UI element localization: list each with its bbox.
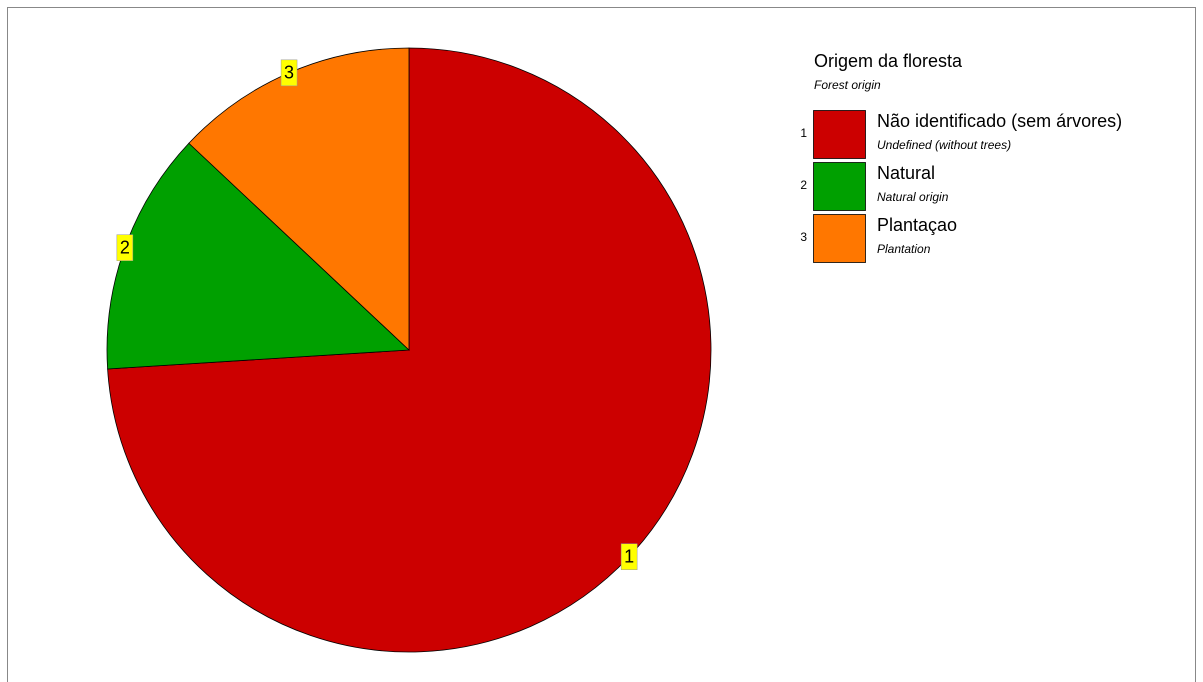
legend-label: Plantaçao [877,215,957,235]
slice-label-box [116,234,134,261]
legend-sublabel: Plantation [877,242,931,256]
legend-swatch [813,110,866,159]
legend-sublabel: Natural origin [877,190,949,204]
legend-index: 2 [800,178,807,192]
legend-title: Origem da floresta [814,51,963,71]
legend-subtitle: Forest origin [814,78,881,92]
slice-label-box [280,59,298,87]
legend-index: 3 [800,230,807,244]
legend-label: Não identificado (sem árvores) [877,111,1122,131]
legend-swatch [813,214,866,263]
legend-sublabel: Undefined (without trees) [877,138,1011,152]
slice-label-box [620,543,638,570]
frame [7,7,1196,682]
slice-label: 3 [284,63,294,83]
legend-swatch [813,162,866,211]
slice-label: 2 [120,237,130,257]
slice-label: 1 [624,546,634,566]
legend-label: Natural [877,163,935,183]
legend-index: 1 [800,126,807,140]
